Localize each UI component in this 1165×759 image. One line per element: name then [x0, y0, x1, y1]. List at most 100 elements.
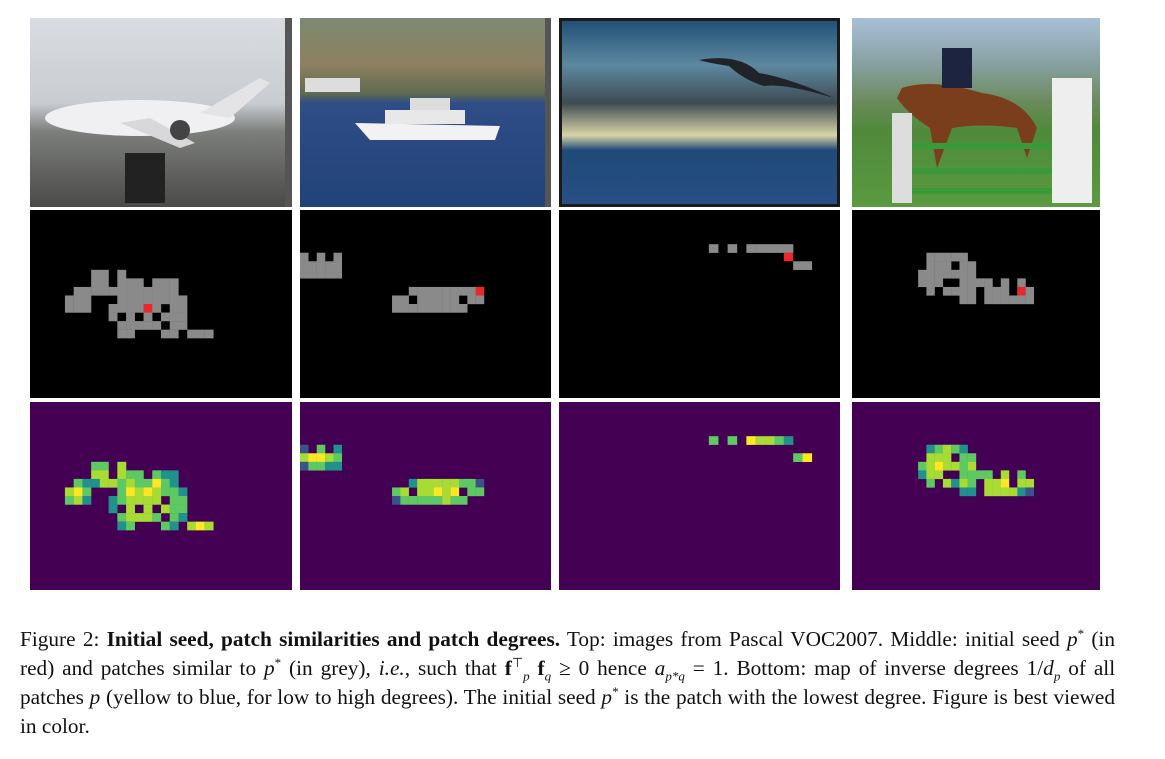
similar-patch	[108, 286, 118, 296]
similar-patch	[308, 261, 317, 270]
similar-patch	[442, 295, 451, 305]
similar-patch	[169, 312, 179, 322]
degree-patch	[802, 453, 813, 462]
similar-patch	[117, 295, 127, 305]
degree-patch	[442, 487, 451, 497]
degree-patch	[169, 496, 179, 505]
similar-patch	[300, 261, 309, 270]
degree-patch	[117, 521, 127, 531]
degree-patch	[959, 461, 968, 471]
similar-patch	[425, 295, 435, 305]
similar-patch	[959, 278, 968, 288]
degree-patch	[984, 487, 993, 497]
degree-map-horse	[852, 402, 1100, 590]
math: f	[537, 656, 545, 680]
degree-patch	[82, 496, 92, 505]
seed-patch	[783, 252, 794, 262]
degree-patch	[82, 478, 92, 488]
degree-patch	[992, 487, 1001, 497]
degree-patch	[161, 504, 170, 514]
similar-patch	[992, 286, 1001, 296]
degree-patch	[161, 478, 170, 488]
degree-patch	[959, 478, 968, 488]
seed-patch	[143, 304, 153, 313]
degree-patch	[984, 470, 993, 480]
degree-patch	[1025, 487, 1035, 497]
similar-patch	[918, 269, 927, 279]
degree-patch	[959, 470, 968, 480]
degree-patch	[942, 478, 952, 488]
degree-patch	[433, 487, 443, 497]
similar-patch	[73, 295, 83, 305]
degree-patch	[333, 461, 343, 471]
similar-patch	[433, 286, 443, 296]
similar-patch	[64, 304, 74, 313]
similar-patch	[967, 295, 977, 305]
similar-patch	[143, 312, 153, 322]
similar-patch	[152, 295, 162, 305]
degree-patch	[178, 513, 188, 522]
similar-patch	[967, 269, 977, 279]
similar-patch	[117, 278, 127, 288]
degree-patch	[967, 470, 977, 480]
degree-patch	[433, 496, 443, 505]
similar-patch	[333, 269, 343, 279]
similar-patch	[450, 304, 460, 313]
degree-patch	[325, 453, 334, 462]
caption-label: Figure 2:	[20, 627, 100, 651]
similar-patch	[152, 278, 162, 288]
similar-patch	[169, 278, 179, 288]
degree-patch	[417, 496, 426, 505]
similar-patch	[73, 286, 83, 296]
degree-patch	[143, 478, 153, 488]
similar-patch	[967, 286, 977, 296]
degree-patch	[450, 478, 460, 488]
similar-patch	[126, 321, 135, 330]
degree-patch	[91, 461, 101, 471]
degree-map-bird	[559, 402, 840, 590]
degree-patch	[152, 478, 162, 488]
caption-text: (in red) and patches similar to	[20, 627, 1115, 680]
caption-text: i.e.	[378, 656, 405, 680]
similar-patch	[727, 244, 738, 253]
degree-patch	[450, 487, 460, 497]
degree-patch	[1000, 470, 1010, 480]
degree-patch	[169, 487, 179, 497]
degree-patch	[73, 487, 83, 497]
degree-patch	[934, 470, 944, 480]
math: f	[504, 656, 512, 680]
degree-map-boat	[300, 402, 551, 590]
similar-patch	[117, 321, 127, 330]
similar-patch	[1017, 278, 1026, 288]
degree-patch	[134, 487, 144, 497]
similar-patch	[117, 286, 127, 296]
similar-patch	[108, 304, 118, 313]
degree-patch	[992, 478, 1001, 488]
degree-patch	[169, 478, 179, 488]
math: d	[1043, 656, 1054, 680]
degree-patch	[708, 436, 719, 445]
degree-patch	[126, 496, 135, 505]
math: p	[89, 685, 101, 709]
similar-patch	[400, 295, 409, 305]
similar-patch	[951, 252, 960, 262]
similar-patch	[400, 304, 409, 313]
similar-patch	[425, 304, 435, 313]
degree-patch	[467, 478, 476, 488]
degree-patch	[951, 478, 960, 488]
similar-patch	[976, 278, 985, 288]
degree-patch	[308, 453, 317, 462]
similar-patch	[325, 269, 334, 279]
degree-patch	[951, 461, 960, 471]
degree-patch	[333, 453, 343, 462]
degree-patch	[400, 487, 409, 497]
degree-patch	[117, 487, 127, 497]
similar-patch	[117, 304, 127, 313]
degree-patch	[425, 478, 435, 488]
mask-airplane	[30, 210, 292, 398]
math: p*q	[665, 668, 685, 684]
degree-patch	[161, 470, 170, 480]
degree-patch	[918, 461, 927, 471]
similar-patch	[169, 321, 179, 330]
math: *	[274, 654, 282, 670]
